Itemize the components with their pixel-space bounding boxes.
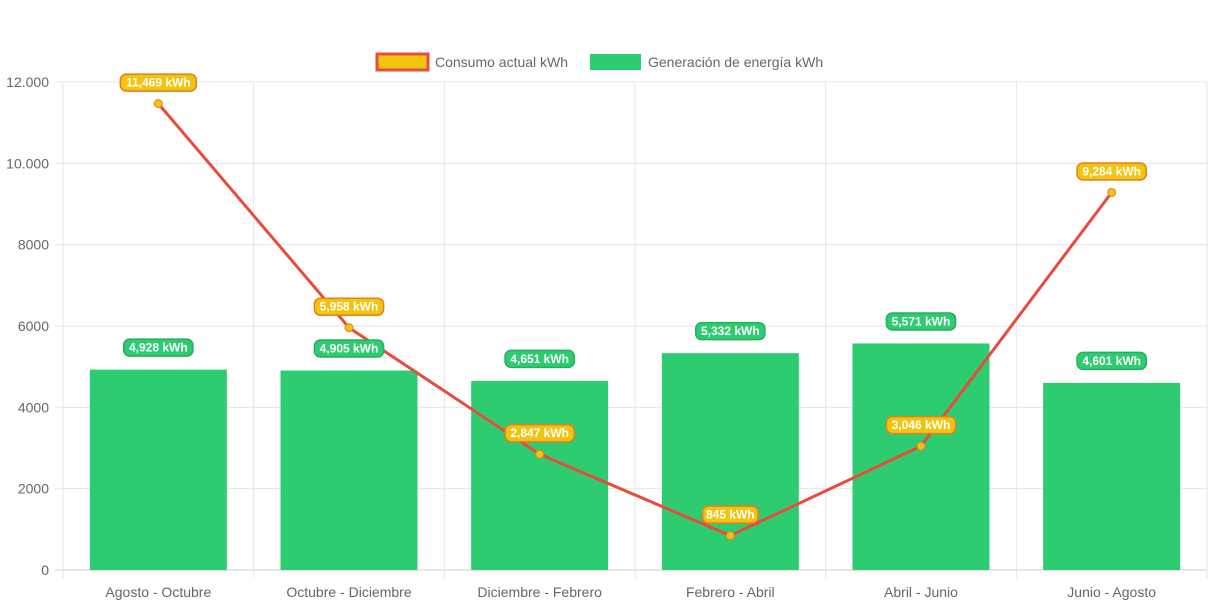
line-data-label-text: 845 kWh [706, 508, 755, 522]
bar-data-label-bg [313, 339, 385, 358]
line-path [157, 102, 1113, 538]
line-data-label-text: 2,847 kWh [510, 426, 569, 440]
bar-data-label: 5,571 kWh [885, 312, 957, 331]
bar-data-label-bg [504, 349, 576, 369]
line-data-label-bg [504, 423, 576, 443]
line-data-label-text: 9,284 kWh [1082, 164, 1141, 178]
x-tick-label: Febrero - Abril [686, 584, 775, 600]
y-tick-label: 10.000 [6, 155, 49, 171]
data-labels: 4,928 kWh 4,905 kWh 4,651 kWh 5,332 kWh 5,57… [119, 73, 1148, 524]
bar-data-label: 4,651 kWh [504, 349, 576, 369]
line-point [725, 531, 735, 541]
bar-data-label-bg [122, 338, 194, 357]
bar-data-label-text: 4,651 kWh [510, 352, 569, 366]
bar-data-label-text: 5,332 kWh [701, 324, 760, 338]
x-tick-label: Junio - Agosto [1067, 584, 1156, 600]
y-tick-label: 0 [41, 562, 49, 578]
y-tick-label: 12.000 [6, 74, 49, 90]
bar-data-label-bg [1076, 351, 1148, 371]
line-data-label: 9,284 kWh [1076, 162, 1148, 181]
y-tick-label: 6000 [18, 318, 49, 334]
line-series [153, 99, 1117, 541]
x-tick-label: Agosto - Octubre [105, 584, 211, 600]
x-tick-label: Diciembre - Febrero [477, 584, 602, 600]
bar-data-label-text: 4,905 kWh [320, 342, 379, 356]
bar-series [89, 343, 1181, 570]
line-data-label: 5,958 kWh [313, 297, 385, 316]
line-data-label-bg [1076, 162, 1148, 181]
line-data-label-bg [701, 505, 759, 524]
line-point [1107, 187, 1117, 197]
bar [280, 370, 418, 570]
bar-data-label: 4,601 kWh [1076, 351, 1148, 371]
line-data-label-bg [313, 297, 385, 316]
bar-data-label: 4,928 kWh [122, 338, 194, 357]
line-point [153, 99, 163, 109]
legend-swatch-consumo [375, 52, 430, 72]
line-data-label-text: 5,958 kWh [320, 300, 379, 314]
line-data-label: 3,046 kWh [885, 415, 957, 435]
y-tick-label: 8000 [18, 237, 49, 253]
line-point [535, 449, 545, 459]
line-data-label-text: 3,046 kWh [892, 418, 951, 432]
line-data-label-bg [119, 73, 198, 92]
bar-data-label: 5,332 kWh [694, 321, 766, 341]
bar [1043, 382, 1181, 570]
bar-data-label-bg [694, 321, 766, 341]
y-tick-label: 2000 [18, 481, 49, 497]
axes: 0 2000 4000 6000 8000 10.000 12.000 Agosto - Oc… [6, 74, 1156, 600]
bar [852, 343, 990, 570]
line-data-label-text: 11,469 kWh [126, 76, 191, 90]
bar-data-label-text: 4,601 kWh [1082, 354, 1141, 368]
x-tick-label: Abril - Junio [884, 584, 958, 600]
legend-label-generacion: Generación de energía kWh [648, 54, 823, 70]
line-data-label: 11,469 kWh [119, 73, 198, 92]
bar-data-label: 4,905 kWh [313, 339, 385, 358]
line-data-label: 2,847 kWh [504, 423, 576, 443]
line-data-label-bg [885, 415, 957, 435]
bar [89, 369, 227, 570]
y-tick-label: 4000 [18, 399, 49, 415]
bar-data-label-bg [885, 312, 957, 331]
line-data-label: 845 kWh [701, 505, 759, 524]
line-point [344, 323, 354, 333]
line-point [916, 441, 926, 451]
grid-layer [55, 81, 1208, 578]
x-tick-label: Octubre - Diciembre [286, 584, 411, 600]
legend-label-consumo: Consumo actual kWh [435, 54, 568, 70]
legend-swatch-generacion [590, 54, 641, 70]
bar-data-label-text: 4,928 kWh [129, 341, 188, 355]
legend: Consumo actual kWh Generación de energía … [375, 52, 823, 72]
bar [471, 380, 609, 570]
bar-data-label-text: 5,571 kWh [892, 314, 951, 328]
